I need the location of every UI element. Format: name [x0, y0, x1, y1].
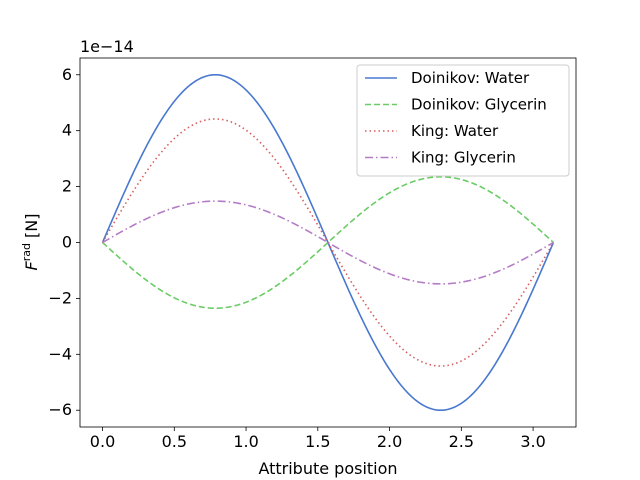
y-axis-label: Frad [N]	[20, 214, 41, 271]
legend-label-3: King: Glycerin	[411, 149, 516, 167]
series-line-3	[102, 200, 554, 285]
legend-label-0: Doinikov: Water	[411, 69, 530, 87]
plot-lines	[101, 73, 555, 412]
x-tick-label: 2.0	[377, 432, 402, 451]
y-offset-label: 1e−14	[80, 37, 134, 56]
legend-label-1: Doinikov: Glycerin	[411, 96, 547, 114]
y-axis: −6 −4 −2 0 2 4 6	[48, 65, 80, 419]
x-tick-label: 0.0	[90, 432, 115, 451]
y-axis-label-unit: [N]	[22, 214, 41, 244]
y-tick-label: −6	[48, 400, 72, 419]
x-axis: 0.0 0.5 1.0 1.5 2.0 2.5 3.0	[90, 427, 546, 451]
series-line-2	[101, 118, 555, 367]
legend: Doinikov: Water Doinikov: Glycerin King: W…	[356, 64, 570, 177]
x-tick-label: 1.5	[305, 432, 330, 451]
legend-box	[356, 64, 570, 177]
x-axis-label: Attribute position	[258, 459, 397, 478]
y-tick-label: 4	[62, 121, 72, 140]
y-tick-label: 2	[62, 177, 72, 196]
x-tick-label: 1.0	[233, 432, 258, 451]
x-tick-label: 2.5	[449, 432, 474, 451]
y-axis-label-sup: rad	[20, 243, 33, 261]
legend-label-2: King: Water	[411, 122, 499, 140]
y-tick-label: −4	[48, 344, 72, 363]
y-axis-label-main: F	[22, 261, 41, 271]
series-line-0	[101, 73, 555, 412]
y-tick-label: 6	[62, 65, 72, 84]
series-line-1	[101, 176, 554, 309]
x-tick-label: 0.5	[162, 432, 187, 451]
y-tick-label: 0	[62, 233, 72, 252]
x-tick-label: 3.0	[520, 432, 545, 451]
y-tick-label: −2	[48, 288, 72, 307]
